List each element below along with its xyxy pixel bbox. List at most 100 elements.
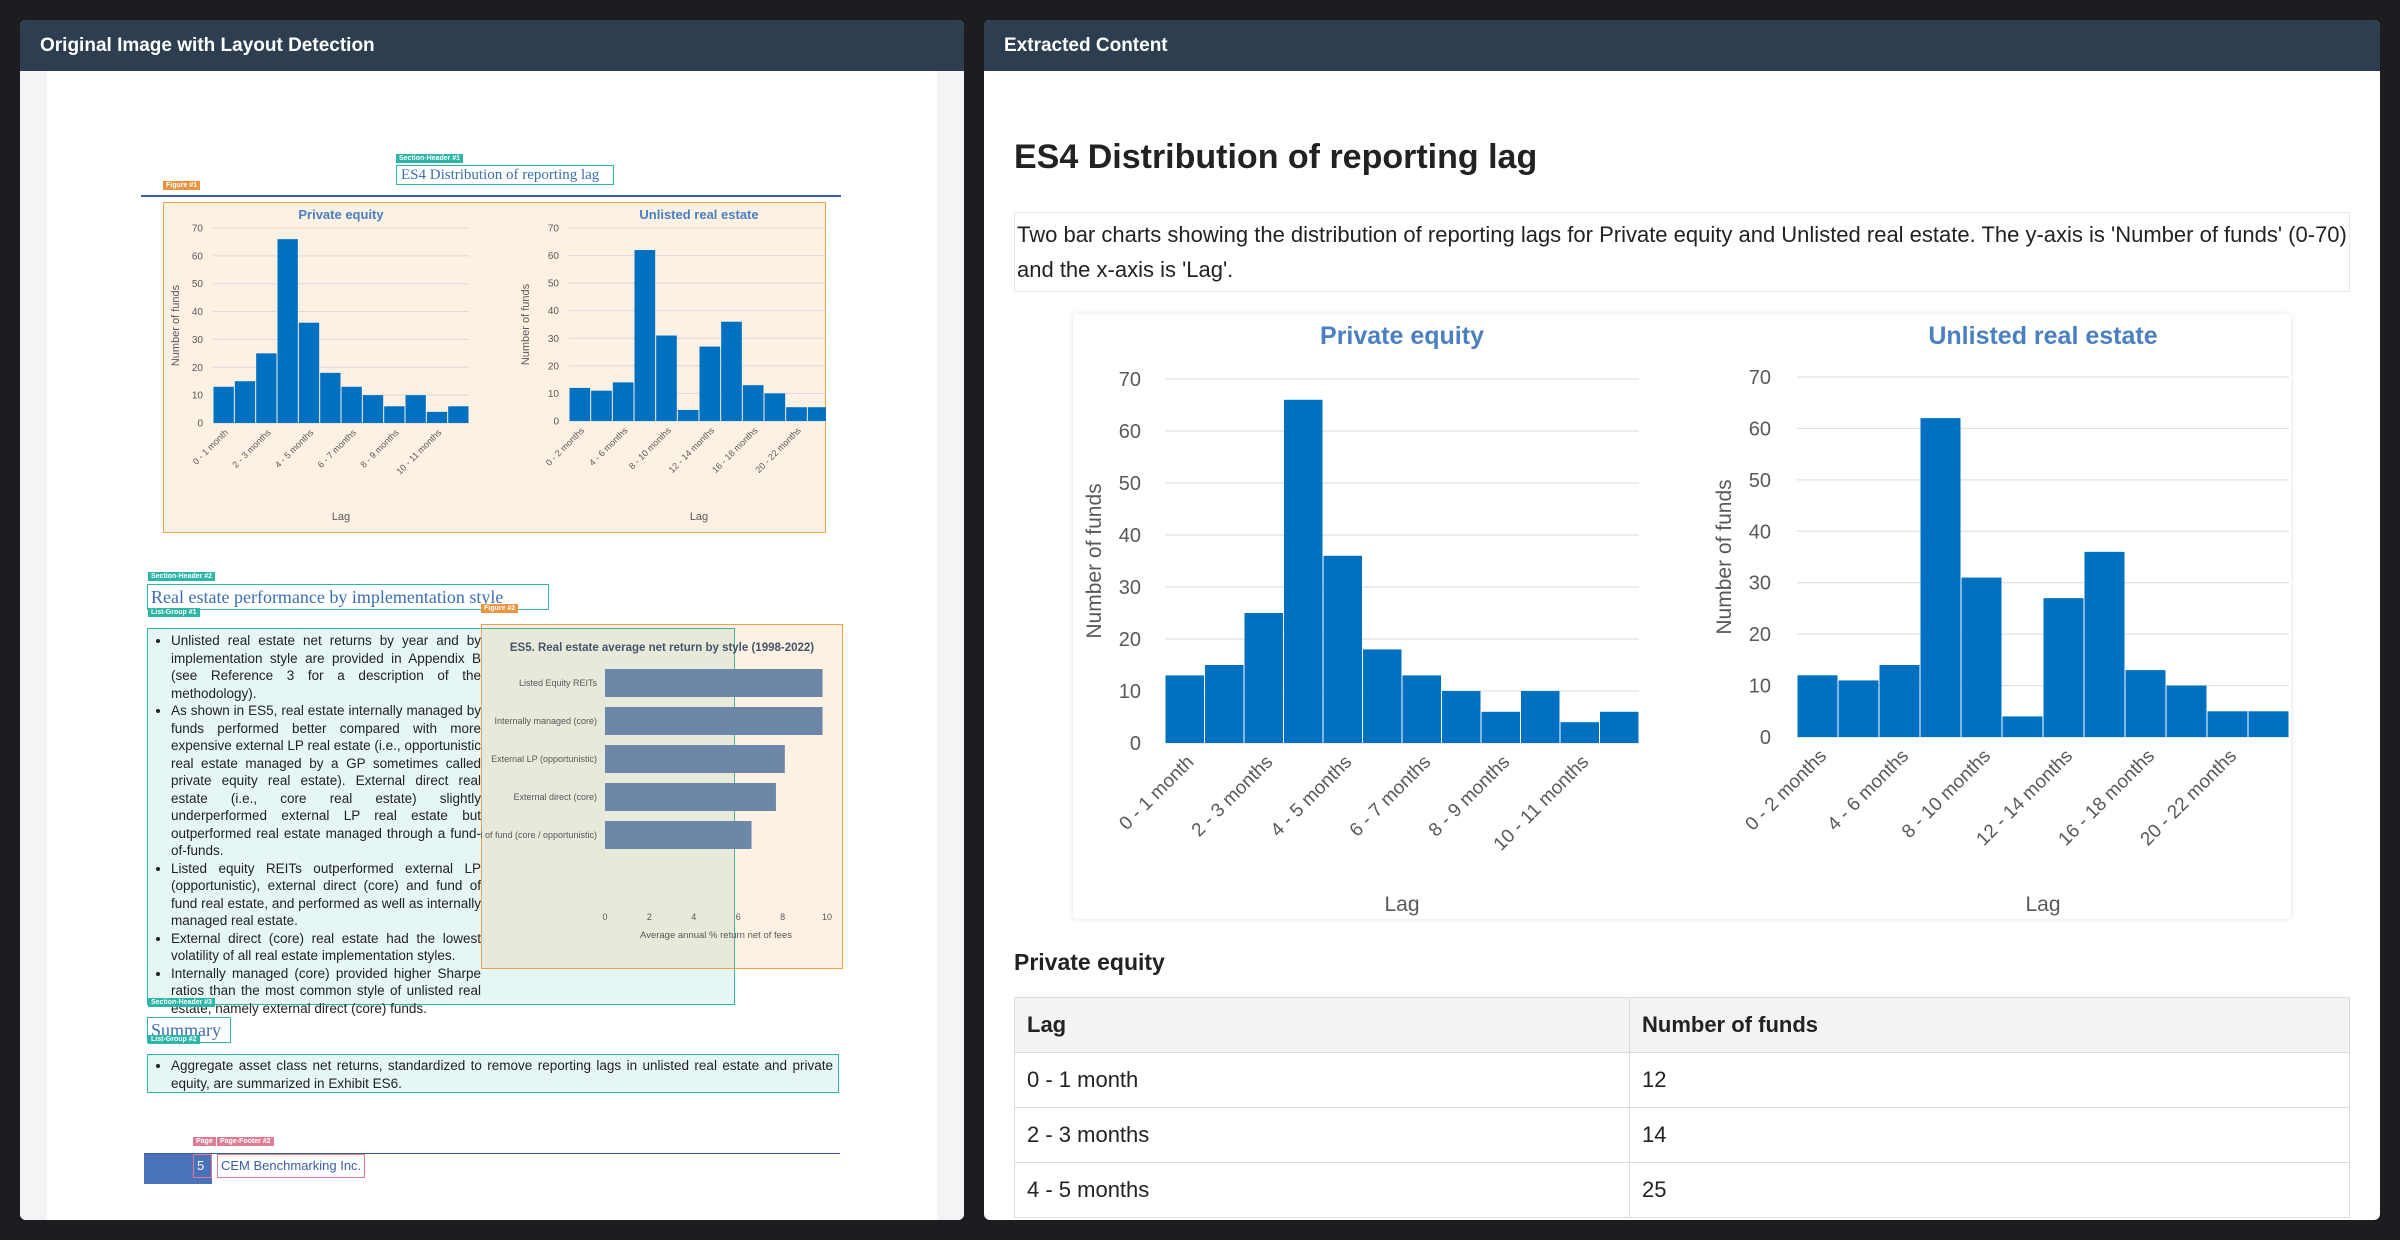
- footer-rule: [144, 1153, 840, 1154]
- bar: [764, 393, 786, 421]
- table-cell-lag: 4 - 5 months: [1014, 1162, 1630, 1218]
- bar: [721, 321, 742, 421]
- bar: [1797, 675, 1838, 737]
- es5-category-label: External direct (core): [513, 792, 597, 802]
- y-tick-label: 20: [548, 361, 560, 372]
- x-tick-label: 8 - 9 months: [1425, 752, 1515, 842]
- table-cell-number: 14: [1629, 1107, 2350, 1163]
- bar: [1284, 399, 1323, 743]
- bar: [405, 395, 426, 423]
- y-tick-label: 60: [1119, 421, 1141, 443]
- table-cell-lag: 0 - 1 month: [1014, 1052, 1630, 1108]
- x-tick-label: 0 - 2 months: [544, 425, 587, 468]
- y-tick-label: 10: [192, 391, 204, 402]
- y-tick-label: 40: [192, 307, 204, 318]
- original-image-viewport[interactable]: Section-Header #1 ES4 Distribution of re…: [20, 71, 964, 1220]
- section-header-3-tag: Section-Header #3: [148, 998, 216, 1007]
- bar: [320, 372, 341, 423]
- bar: [677, 409, 699, 421]
- y-tick-label: 20: [1749, 624, 1771, 646]
- page-header-tag: Page: [193, 1137, 216, 1146]
- section-header-1-tag: Section-Header #1: [396, 154, 464, 163]
- bar: [448, 406, 469, 423]
- chart-title: Unlisted real estate: [1928, 322, 2157, 350]
- y-tick-label: 50: [1119, 473, 1141, 495]
- es5-bar: [605, 745, 785, 773]
- es5-x-tick: 2: [647, 912, 652, 922]
- section-header-2-tag: Section-Header #2: [148, 572, 216, 581]
- bar: [699, 346, 721, 421]
- x-tick-label: 2 - 3 months: [230, 427, 273, 470]
- original-image-panel: Original Image with Layout Detection Sec…: [20, 20, 964, 1220]
- table-cell-number: 25: [1629, 1162, 2350, 1218]
- bar: [591, 390, 612, 421]
- y-tick-label: 40: [548, 306, 560, 317]
- bar: [234, 381, 256, 423]
- x-tick-label: 20 - 22 months: [753, 425, 803, 475]
- bar: [1244, 613, 1283, 743]
- x-tick-label: 8 - 10 months: [627, 425, 673, 471]
- es4-charts: Private equity 0 10 20 30 40 50 60 70 0 - 1 month…: [1083, 322, 2289, 916]
- x-tick-label: 4 - 5 months: [273, 427, 316, 470]
- y-axis-label: Number of funds: [1713, 479, 1736, 634]
- y-tick-label: 20: [192, 363, 204, 374]
- page-number-box: [193, 1154, 212, 1178]
- y-tick-label: 30: [1119, 577, 1141, 599]
- y-tick-label: 0: [197, 419, 203, 430]
- summary-list: Aggregate asset class net returns, stand…: [155, 1057, 833, 1092]
- y-tick-label: 10: [548, 389, 560, 400]
- bullet-4: External direct (core) real estate had t…: [171, 930, 481, 965]
- x-tick-label: 0 - 1 month: [191, 427, 230, 466]
- bar: [1600, 711, 1639, 743]
- y-axis-label: Number of funds: [520, 283, 532, 365]
- bar: [1205, 665, 1244, 743]
- y-tick-label: 20: [1119, 629, 1141, 651]
- es5-x-axis-label: Average annual % return net of fees: [640, 930, 792, 941]
- x-tick-label: 8 - 9 months: [358, 427, 401, 470]
- y-tick-label: 0: [1130, 733, 1141, 755]
- bar: [807, 407, 826, 421]
- es5-chart: ES5. Real estate average net return by s…: [481, 642, 832, 941]
- es5-bar: [605, 669, 823, 697]
- bar: [1521, 691, 1560, 743]
- extracted-content-body[interactable]: ES4 Distribution of reporting lag Two ba…: [984, 71, 2380, 1220]
- bar: [569, 387, 591, 421]
- x-axis-label: Lag: [2025, 893, 2060, 916]
- bar: [2043, 598, 2084, 737]
- bar: [1165, 675, 1204, 743]
- bar: [426, 411, 448, 423]
- table-row: 2 - 3 months 14: [1014, 1107, 2350, 1163]
- es5-x-tick: 8: [780, 912, 785, 922]
- bar: [384, 406, 405, 423]
- bar: [1363, 649, 1402, 743]
- list-group-2-tag: List-Group #2: [148, 1035, 200, 1044]
- section-header-2-box: [147, 584, 549, 610]
- figure-2-tag: Figure #2: [481, 604, 519, 613]
- bar: [341, 386, 362, 423]
- y-tick-label: 70: [1119, 369, 1141, 391]
- bar: [1481, 711, 1520, 743]
- footer-text: CEM Benchmarking Inc.: [221, 1158, 362, 1173]
- y-tick-label: 40: [1749, 521, 1771, 543]
- bar: [2125, 670, 2166, 737]
- bar: [213, 386, 234, 423]
- bar: [1879, 665, 1920, 737]
- es5-category-label: Internally managed (core): [494, 716, 597, 726]
- bar: [1323, 555, 1362, 743]
- y-tick-label: 0: [553, 417, 559, 428]
- bar: [362, 395, 384, 423]
- bar: [256, 353, 277, 423]
- y-tick-label: 30: [192, 335, 204, 346]
- footer-page-block: [144, 1154, 212, 1184]
- data-table: Lag Number of funds 0 - 1 month 12 2 - 3…: [1014, 997, 2350, 1218]
- x-tick-label: 10 - 11 months: [394, 427, 443, 476]
- x-tick-label: 2 - 3 months: [1188, 752, 1278, 842]
- y-tick-label: 30: [548, 334, 560, 345]
- page-footer-box: [217, 1154, 365, 1178]
- chart-title: Private equity: [1320, 322, 1484, 350]
- es5-x-tick: 4: [691, 912, 696, 922]
- table-cell-number: 12: [1629, 1052, 2350, 1108]
- es5-bar: [605, 821, 752, 849]
- table-row: 4 - 5 months 25: [1014, 1162, 2350, 1218]
- x-tick-label: 6 - 7 months: [1346, 752, 1436, 842]
